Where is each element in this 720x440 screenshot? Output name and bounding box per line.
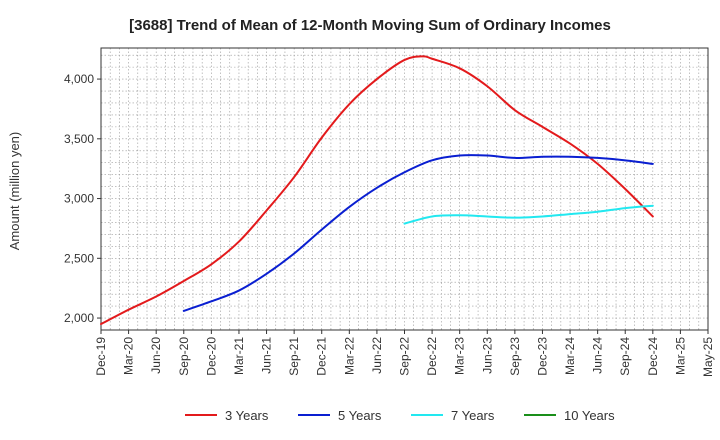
- x-tick-label: Jun-22: [370, 337, 384, 374]
- legend-label: 7 Years: [451, 408, 495, 423]
- x-tick-label: Mar-23: [453, 337, 467, 375]
- x-tick-label: Jun-23: [480, 337, 494, 374]
- y-tick-label: 2,500: [64, 251, 94, 265]
- x-tick-label: Sep-20: [177, 337, 191, 376]
- x-tick-label: Sep-23: [508, 337, 522, 376]
- series-line-3-years: [100, 55, 654, 326]
- y-tick-label: 2,000: [64, 311, 94, 325]
- legend-label: 3 Years: [225, 408, 269, 423]
- x-tick-label: Dec-19: [94, 337, 108, 376]
- y-tick-label: 4,000: [64, 72, 94, 86]
- series-line-7-years: [403, 204, 654, 225]
- series-layer: [100, 55, 654, 326]
- x-tick-label: May-25: [701, 337, 715, 377]
- x-tick-label: Dec-24: [646, 337, 660, 376]
- x-tick-label: Jun-21: [260, 337, 274, 374]
- x-tick-label: Mar-22: [342, 337, 356, 375]
- x-tick-label: Sep-21: [287, 337, 301, 376]
- x-tick-label: Dec-23: [535, 337, 549, 376]
- x-tick-label: Dec-20: [204, 337, 218, 376]
- y-axis-title: Amount (million yen): [7, 132, 22, 251]
- y-tick-label: 3,000: [64, 192, 94, 206]
- x-tick-label: Mar-25: [673, 337, 687, 375]
- x-tick-label: Mar-24: [563, 337, 577, 375]
- x-tick-label: Sep-24: [618, 337, 632, 376]
- x-tick-label: Mar-20: [122, 337, 136, 375]
- x-tick-label: Mar-21: [232, 337, 246, 375]
- x-tick-label: Jun-20: [149, 337, 163, 374]
- x-tick-label: Sep-22: [398, 337, 412, 376]
- legend-label: 5 Years: [338, 408, 382, 423]
- chart-title: [3688] Trend of Mean of 12-Month Moving …: [129, 17, 611, 34]
- legend: 3 Years 5 Years 7 Years 10 Years: [185, 408, 615, 423]
- x-tick-label: Jun-24: [591, 337, 605, 374]
- series-line-5-years: [182, 154, 654, 312]
- x-tick-label: Dec-21: [315, 337, 329, 376]
- y-tick-label: 3,500: [64, 132, 94, 146]
- grid-layer: [101, 48, 708, 330]
- tick-layer: 2,000 2,500 3,000 3,500 4,000 Dec-19 Mar-20 Jun…: [64, 72, 715, 377]
- x-tick-label: Dec-22: [425, 337, 439, 376]
- legend-label: 10 Years: [564, 408, 615, 423]
